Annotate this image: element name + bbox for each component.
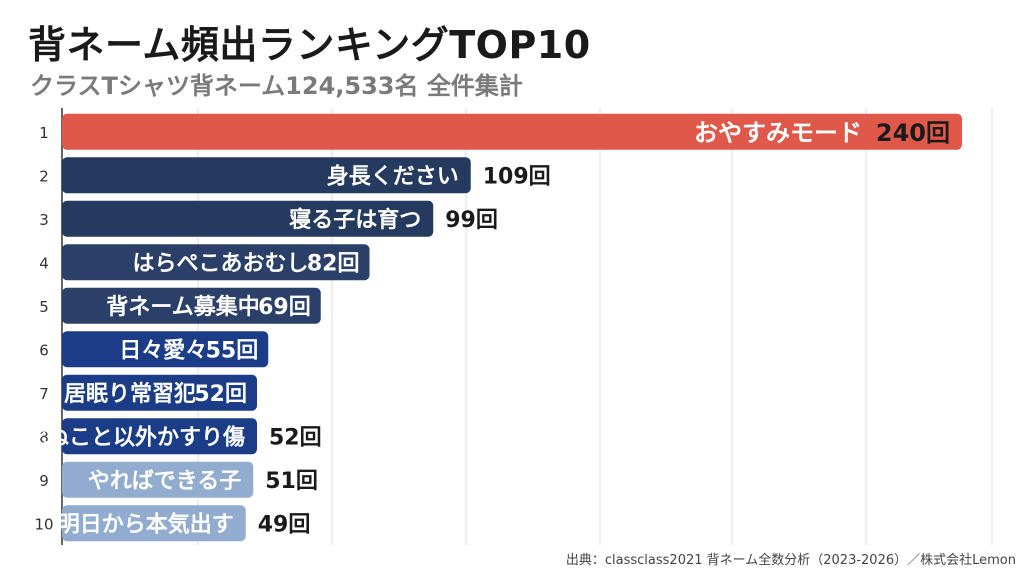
data-label: 82回	[307, 251, 360, 276]
data-label: 52回	[269, 425, 322, 450]
rank-label: 9	[39, 472, 49, 490]
bar	[62, 113, 962, 150]
category-label: 日々愛々	[119, 337, 207, 363]
rank-label: 5	[39, 298, 49, 316]
rank-label: 1	[39, 124, 49, 142]
bar	[62, 157, 471, 194]
rank-label: 6	[39, 341, 49, 359]
chart-subtitle: クラスTシャツ背ネーム124,533名 全件集計	[30, 72, 523, 100]
rank-label: 3	[39, 211, 49, 229]
rank-label: 7	[39, 385, 49, 403]
bar	[62, 244, 370, 281]
category-label: 明日から本気出す	[58, 511, 234, 537]
category-label: 居眠り常習犯	[64, 381, 196, 407]
source-note: 出典：classclass2021 背ネーム全数分析（2023-2026）／株式…	[565, 553, 1016, 568]
bar	[62, 374, 257, 411]
bar	[62, 418, 257, 455]
category-label: 寝る子は育つ	[289, 207, 421, 233]
rank-label: 4	[39, 254, 49, 272]
category-label: やればできる子	[88, 469, 242, 494]
bar	[62, 461, 254, 498]
data-label: 240回	[876, 119, 950, 147]
data-label: 52回	[194, 382, 247, 407]
category-label: 身長ください	[327, 163, 459, 189]
bar	[62, 200, 434, 237]
bar	[62, 331, 269, 368]
rank-label: 10	[34, 515, 53, 533]
data-label: 51回	[265, 469, 318, 494]
data-label: 49回	[258, 512, 311, 537]
rank-label: 2	[39, 167, 49, 185]
category-label: はらぺこあおむし	[132, 251, 308, 276]
data-label: 69回	[258, 295, 311, 320]
data-label: 55回	[206, 338, 259, 363]
category-label: おやすみモード	[694, 119, 862, 147]
data-label: 99回	[445, 208, 498, 233]
category-label: 背ネーム募集中	[106, 294, 259, 320]
category-label: 死ぬこと以外かすり傷	[25, 424, 245, 450]
rank-label: 8	[39, 428, 49, 446]
data-label: 109回	[483, 164, 551, 189]
chart-title: 背ネーム頻出ランキングTOP10	[28, 23, 591, 67]
bar	[62, 287, 321, 324]
bar	[62, 505, 246, 542]
